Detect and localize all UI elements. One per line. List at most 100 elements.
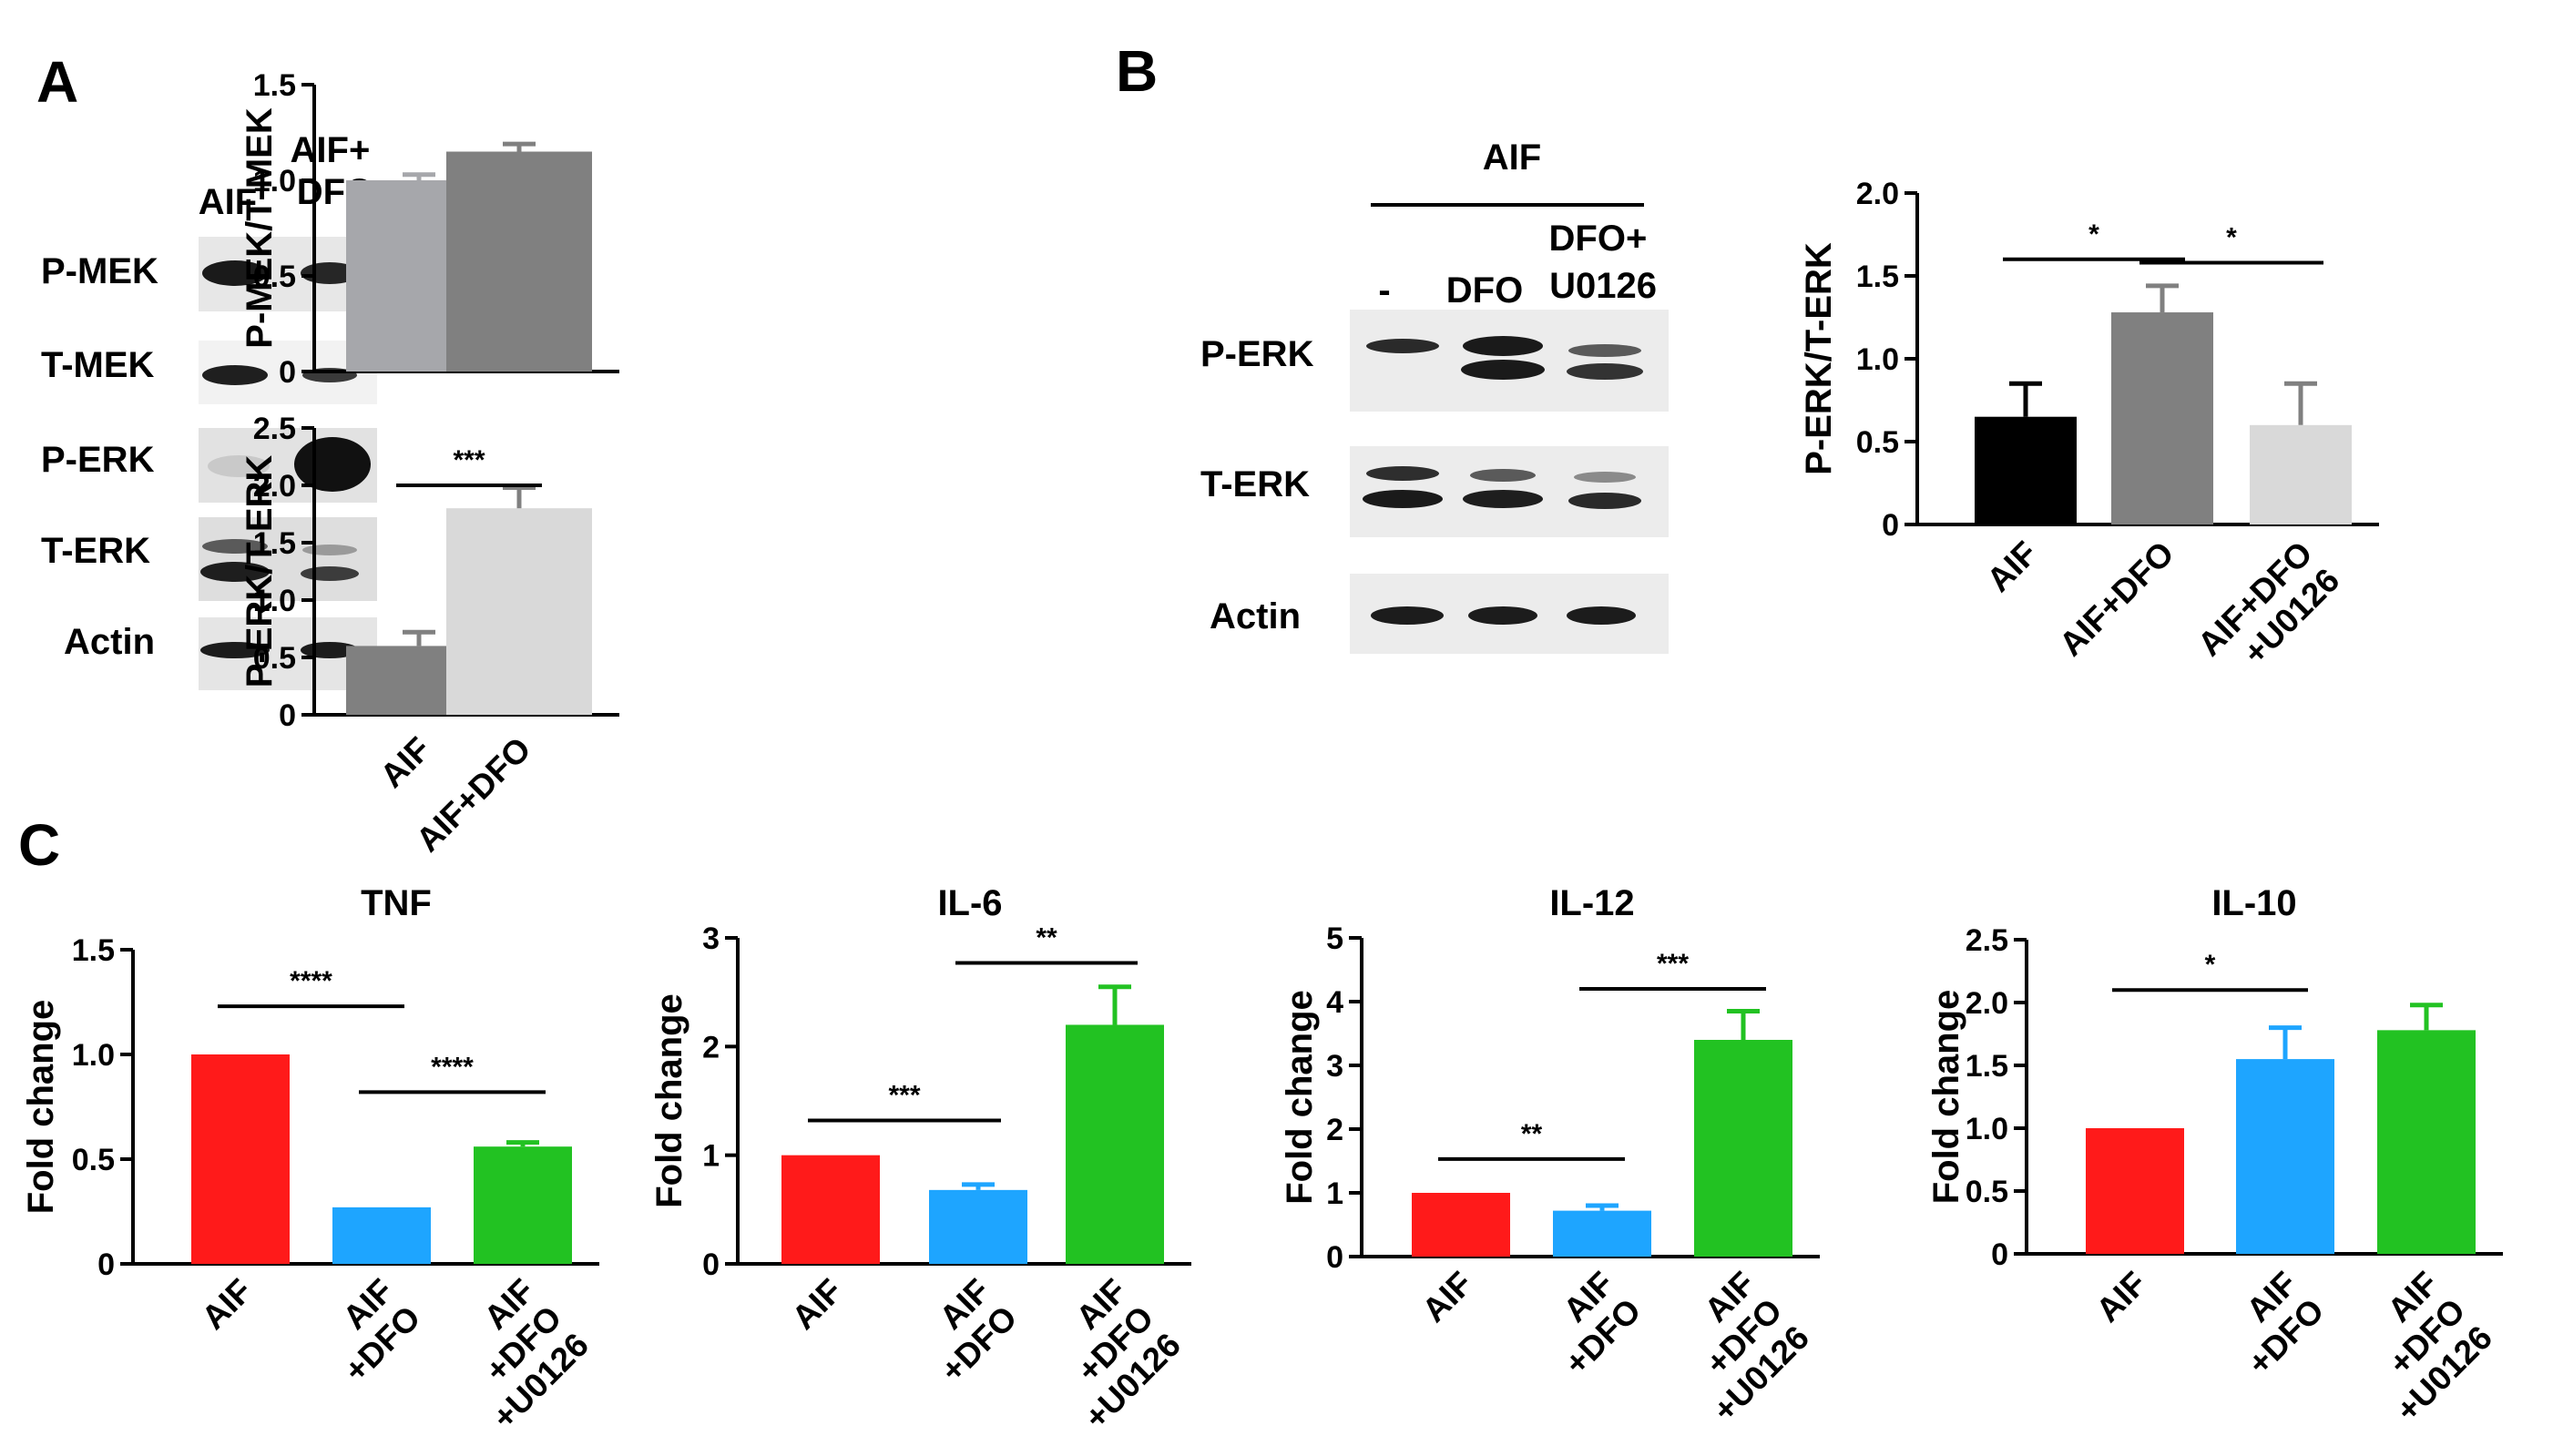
blot-band (202, 365, 268, 385)
chart-title: TNF (361, 883, 432, 923)
y-tick-label: 1.5 (253, 68, 296, 103)
category-label: AIF+DFO+U0126 (1651, 1265, 1816, 1430)
y-axis-title: Fold change (649, 993, 689, 1208)
y-tick-label: 0 (279, 355, 296, 390)
chart-il6: IL-6 0 1 2 3 Fold change AIF AIF+DFO AIF+DFO+U01… (649, 883, 1191, 1436)
blot-b-lane-3-line: U0126 (1549, 266, 1657, 306)
y-tick-label: 3 (702, 921, 720, 956)
bar (446, 151, 592, 372)
significance-label: *** (1657, 949, 1689, 979)
y-tick-label: 0 (279, 698, 296, 733)
blot-a-lane-1: AIF (199, 182, 257, 222)
blot-band (302, 545, 357, 555)
category-label: AIF (2089, 1265, 2154, 1329)
y-tick-label: 4 (1326, 985, 1343, 1020)
y-tick-label: 2 (702, 1030, 720, 1064)
chart-title: IL-12 (1549, 883, 1634, 923)
blot-band (208, 455, 270, 477)
bar (2377, 1030, 2476, 1254)
blot-b-group-label: AIF (1483, 137, 1541, 178)
bar (781, 1155, 880, 1264)
y-tick-label: 1.5 (72, 933, 115, 968)
y-tick-label: 2.5 (1966, 923, 2008, 958)
category-label: AIF+DFO (2213, 1265, 2331, 1382)
chart-p-mek: 0 0.5 1.0 1.5 P-MEK/T-MEK (240, 68, 619, 390)
blot-band (202, 539, 268, 554)
y-axis-title: Fold change (21, 1000, 61, 1215)
blot-a: AIF AIF+ DFO P-MEK T-MEK P-ERK T-ERK Act… (41, 130, 377, 690)
y-tick-label: 0 (1882, 508, 1899, 543)
blot-a-row-label: P-ERK (41, 440, 155, 480)
blot-b-row-label: Actin (1210, 596, 1301, 636)
category-label: AIF+DFO (310, 1272, 427, 1390)
panel-label-a: A (36, 49, 78, 115)
panel-label-b: B (1116, 38, 1158, 104)
blot-b: AIF - DFO DFO+ U0126 P-ERK T-ERK Actin (1200, 137, 1669, 654)
category-label: AIF+DFO+U0126 (2334, 1265, 2499, 1430)
blot-band (1470, 469, 1536, 482)
blot-b-row-label: T-ERK (1200, 464, 1310, 504)
y-tick-label: 0.5 (253, 641, 296, 676)
blot-b-lane-2: DFO (1446, 270, 1523, 311)
y-tick-label: 2.0 (1856, 177, 1899, 211)
chart-p-erk-b: 0 0.5 1.0 1.5 2.0 P-ERK/T-ERK AIF AIF+DFO AIF+DF… (1799, 177, 2379, 690)
category-label: AIF (373, 730, 438, 795)
significance-label: *** (453, 445, 485, 475)
blot-band (1568, 344, 1641, 357)
blot-a-row-label: Actin (64, 622, 155, 662)
category-label: AIF+DFO+U0126 (431, 1272, 596, 1437)
blot-band (1363, 490, 1443, 508)
category-label-line: AIF (373, 730, 438, 795)
blot-b-lane-3: DFO+ U0126 (1549, 219, 1658, 306)
bar (1412, 1193, 1510, 1257)
bar (2111, 312, 2213, 524)
y-tick-label: 2 (1326, 1113, 1343, 1147)
bar (332, 1207, 431, 1264)
category-label-line: AIF (195, 1272, 260, 1337)
blot-a-row-label: T-ERK (41, 531, 150, 571)
y-tick-label: 2.0 (1966, 986, 2008, 1021)
blot-b-lane-1: - (1378, 270, 1390, 311)
bar (1975, 416, 2077, 524)
bar (191, 1054, 290, 1264)
category-label: AIF+DFO+U0126 (2190, 535, 2346, 690)
y-tick-label: 1 (1326, 1176, 1343, 1211)
y-tick-label: 1.0 (1856, 342, 1899, 377)
y-tick-label: 2.0 (253, 469, 296, 504)
blot-a-row-label: P-MEK (41, 251, 158, 291)
bar (1694, 1040, 1792, 1257)
blot-strip (199, 517, 377, 601)
category-label-line: AIF+DFO (2052, 535, 2181, 664)
category-label: AIF+DFO (2052, 535, 2181, 664)
blot-a-lane-2-line: AIF+ (291, 130, 371, 170)
significance-label: ** (1036, 922, 1057, 952)
y-axis-title: P-ERK/T-ERK (1799, 242, 1839, 475)
blot-band (1568, 493, 1641, 509)
category-label-line: AIF (785, 1272, 850, 1337)
bar (2086, 1128, 2184, 1254)
blot-b-lane-3-line: DFO+ (1549, 219, 1648, 259)
panel-label-c: C (18, 812, 60, 878)
blot-band (1371, 606, 1444, 625)
y-axis-title: P-MEK/T-MEK (240, 107, 280, 349)
significance-label: **** (290, 966, 332, 996)
blot-band (1567, 606, 1636, 625)
blot-band (200, 562, 270, 582)
y-tick-label: 0.5 (253, 260, 296, 294)
blot-band (1463, 490, 1543, 508)
y-tick-label: 0 (1326, 1240, 1343, 1275)
blot-band (301, 566, 359, 581)
bar (1553, 1210, 1651, 1257)
category-label: AIF (785, 1272, 850, 1337)
significance-label: * (2088, 219, 2099, 249)
blot-band (1567, 363, 1643, 380)
y-tick-label: 0.5 (1966, 1175, 2008, 1209)
y-tick-label: 0 (97, 1247, 115, 1282)
significance-label: *** (888, 1080, 920, 1110)
significance-label: ** (1521, 1119, 1543, 1149)
category-label-line: AIF (2089, 1265, 2154, 1329)
blot-band (202, 260, 268, 286)
y-tick-label: 0.5 (1856, 425, 1899, 460)
